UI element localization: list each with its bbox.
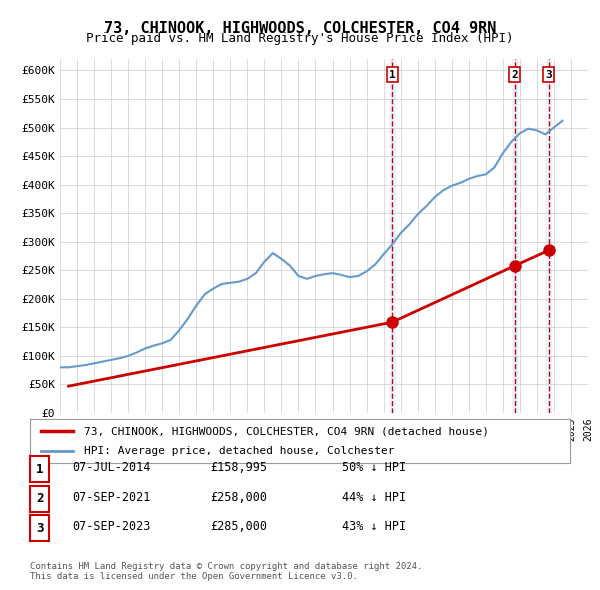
Text: 1: 1 xyxy=(389,70,395,80)
Bar xyxy=(389,59,395,413)
Text: 44% ↓ HPI: 44% ↓ HPI xyxy=(342,491,406,504)
Text: 1: 1 xyxy=(36,463,43,476)
Text: 73, CHINOOK, HIGHWOODS, COLCHESTER, CO4 9RN (detached house): 73, CHINOOK, HIGHWOODS, COLCHESTER, CO4 … xyxy=(84,427,489,436)
Text: 3: 3 xyxy=(36,522,43,535)
Text: 2: 2 xyxy=(36,492,43,505)
Text: £258,000: £258,000 xyxy=(210,491,267,504)
Text: 2: 2 xyxy=(511,70,518,80)
Text: £285,000: £285,000 xyxy=(210,520,267,533)
Text: 43% ↓ HPI: 43% ↓ HPI xyxy=(342,520,406,533)
Text: 50% ↓ HPI: 50% ↓ HPI xyxy=(342,461,406,474)
Text: Price paid vs. HM Land Registry's House Price Index (HPI): Price paid vs. HM Land Registry's House … xyxy=(86,32,514,45)
Text: Contains HM Land Registry data © Crown copyright and database right 2024.
This d: Contains HM Land Registry data © Crown c… xyxy=(30,562,422,581)
Bar xyxy=(546,59,551,413)
Bar xyxy=(512,59,517,413)
Text: 73, CHINOOK, HIGHWOODS, COLCHESTER, CO4 9RN: 73, CHINOOK, HIGHWOODS, COLCHESTER, CO4 … xyxy=(104,21,496,35)
Text: 07-JUL-2014: 07-JUL-2014 xyxy=(72,461,151,474)
Text: HPI: Average price, detached house, Colchester: HPI: Average price, detached house, Colc… xyxy=(84,446,395,455)
Text: 3: 3 xyxy=(545,70,552,80)
Text: 07-SEP-2023: 07-SEP-2023 xyxy=(72,520,151,533)
Text: £158,995: £158,995 xyxy=(210,461,267,474)
Text: 07-SEP-2021: 07-SEP-2021 xyxy=(72,491,151,504)
